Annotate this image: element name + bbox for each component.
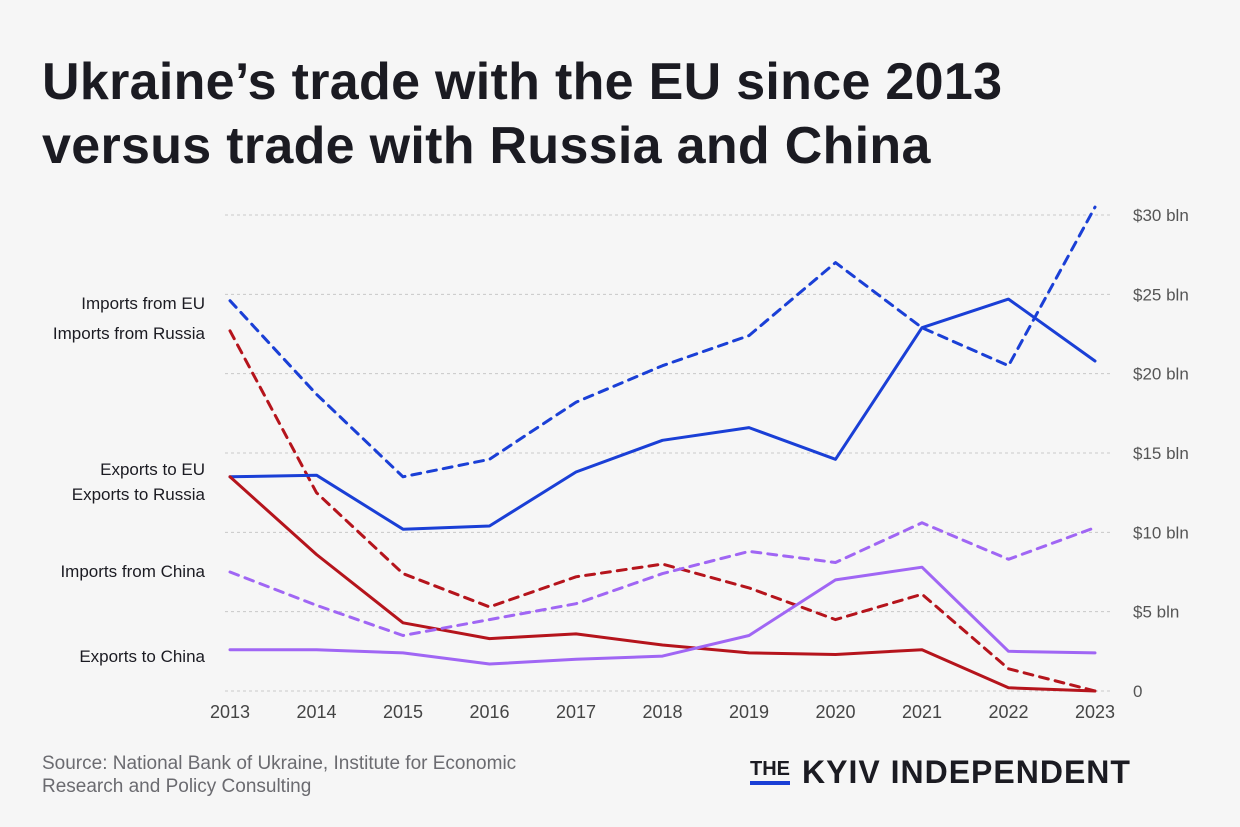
logo-the: THE	[750, 759, 790, 785]
series-line-exports-to-china	[228, 565, 1097, 666]
x-tick-label-2017: 2017	[556, 702, 596, 722]
series-label-imports-from-china: Imports from China	[60, 562, 205, 581]
kyiv-independent-logo: THE KYIV INDEPENDENT	[750, 754, 1131, 790]
y-tick-label-6: $30 bln	[1133, 206, 1189, 225]
y-tick-label-2: $10 bln	[1133, 523, 1189, 542]
series-label-exports-to-russia: Exports to Russia	[72, 485, 206, 504]
x-tick-label-2023: 2023	[1075, 702, 1115, 722]
series-label-imports-from-russia: Imports from Russia	[53, 324, 206, 343]
source-line-1: Source: National Bank of Ukraine, Instit…	[42, 753, 517, 774]
y-tick-labels: 0 $5 bln $10 bln $15 bln $20 bln $25 bln $30 b…	[1133, 206, 1189, 701]
x-tick-label-2013: 2013	[210, 702, 250, 722]
x-tick-label-2020: 2020	[815, 702, 855, 722]
series-labels: Imports from EU Imports from Russia Export…	[53, 294, 206, 666]
x-tick-label-2022: 2022	[988, 702, 1028, 722]
series-label-exports-to-eu: Exports to EU	[100, 460, 205, 479]
series-lines	[228, 205, 1097, 693]
x-tick-label-2021: 2021	[902, 702, 942, 722]
y-tick-label-1: $5 bln	[1133, 603, 1179, 622]
chart-title-line-2: versus trade with Russia and China	[42, 117, 931, 175]
series-label-exports-to-china: Exports to China	[79, 647, 205, 666]
x-tick-label-2019: 2019	[729, 702, 769, 722]
x-tick-label-2016: 2016	[469, 702, 509, 722]
y-tick-label-5: $25 bln	[1133, 285, 1189, 304]
y-tick-label-0: 0	[1133, 682, 1142, 701]
y-tick-label-4: $20 bln	[1133, 365, 1189, 384]
series-label-imports-from-eu: Imports from EU	[81, 294, 205, 313]
series-line-imports-from-russia	[228, 329, 1097, 693]
source-note: Source: National Bank of Ukraine, Instit…	[42, 752, 682, 798]
source-line-2: Research and Policy Consulting	[42, 776, 312, 797]
series-line-exports-to-russia	[228, 475, 1097, 693]
x-tick-label-2015: 2015	[383, 702, 423, 722]
y-tick-label-3: $15 bln	[1133, 444, 1189, 463]
chart-title: Ukraine’s trade with the EU since 2013 v…	[42, 50, 1202, 178]
x-tick-label-2014: 2014	[296, 702, 336, 722]
series-line-exports-to-eu	[228, 297, 1097, 531]
x-tick-label-2018: 2018	[642, 702, 682, 722]
series-line-imports-from-china	[228, 521, 1097, 637]
x-tick-labels: 2013 2014 2015 2016 2017 2018 2019 2020 2021 2022…	[210, 702, 1115, 722]
logo-name: KYIV INDEPENDENT	[802, 753, 1131, 790]
series-line-imports-from-eu	[228, 205, 1097, 479]
chart-title-line-1: Ukraine’s trade with the EU since 2013	[42, 53, 1003, 111]
